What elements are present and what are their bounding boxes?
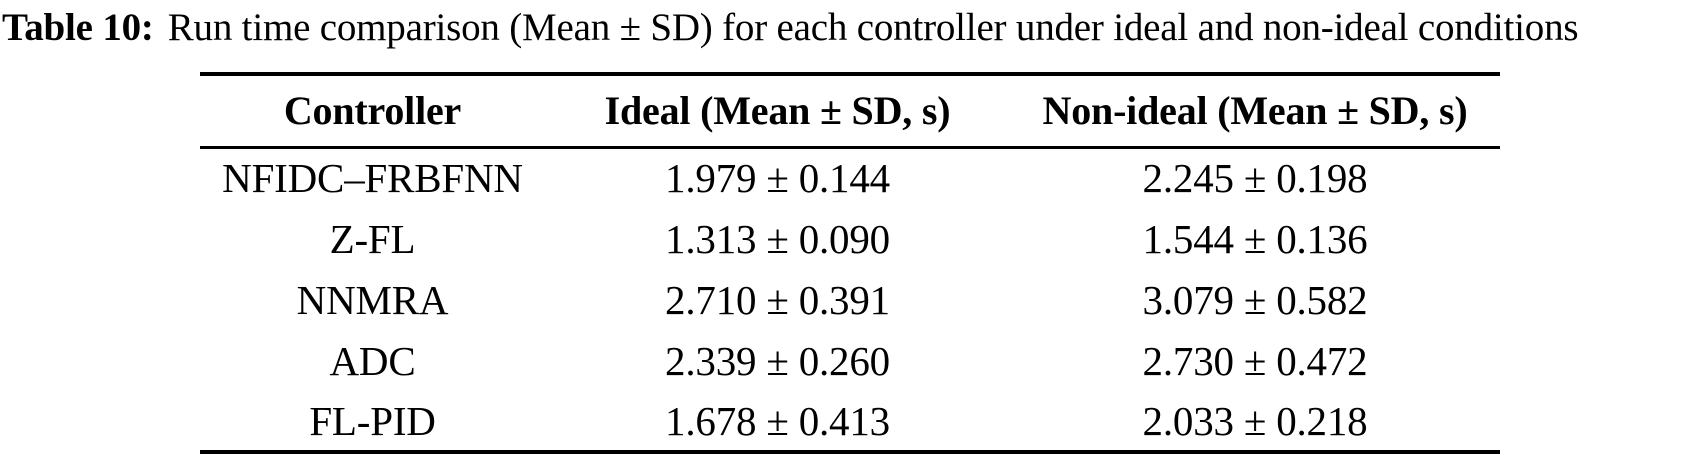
cell-ideal: 1.979 ± 0.144 (665, 155, 890, 202)
column-header-controller: Controller (283, 88, 462, 134)
table-header-row: Controller Ideal (Mean ± SD, s) Non-idea… (200, 74, 1500, 147)
cell-ideal: 1.313 ± 0.090 (665, 215, 890, 262)
cell-non-ideal: 2.245 ± 0.198 (1142, 155, 1368, 202)
table-caption: Table 10: Run time comparison (Mean ± SD)… (2, 5, 1702, 51)
cell-ideal: 1.678 ± 0.413 (665, 397, 890, 444)
runtime-comparison-table: Controller Ideal (Mean ± SD, s) Non-idea… (200, 72, 1500, 454)
column-header-non-ideal: Non-ideal (Mean ± SD, s) (1042, 88, 1468, 134)
cell-controller: NFIDC–FRBFNN (222, 155, 523, 202)
cell-ideal: 2.339 ± 0.260 (665, 337, 890, 384)
cell-non-ideal: 2.730 ± 0.472 (1142, 337, 1368, 384)
table-caption-text: Run time comparison (Mean ± SD) for each… (167, 6, 1579, 49)
table-row: NFIDC–FRBFNN 1.979 ± 0.144 2.245 ± 0.198 (200, 147, 1500, 208)
cell-non-ideal: 2.033 ± 0.218 (1142, 397, 1368, 444)
table-row: Z-FL 1.313 ± 0.090 1.544 ± 0.136 (200, 208, 1500, 269)
table-row: NNMRA 2.710 ± 0.391 3.079 ± 0.582 (200, 269, 1500, 330)
cell-ideal: 2.710 ± 0.391 (665, 276, 890, 323)
cell-controller: Z-FL (329, 215, 416, 262)
table-row: ADC 2.339 ± 0.260 2.730 ± 0.472 (200, 330, 1500, 391)
cell-controller: FL-PID (309, 397, 436, 444)
cell-non-ideal: 1.544 ± 0.136 (1142, 215, 1368, 262)
cell-controller: ADC (329, 337, 416, 384)
column-header-ideal: Ideal (Mean ± SD, s) (604, 88, 951, 134)
table-row: FL-PID 1.678 ± 0.413 2.033 ± 0.218 (200, 391, 1500, 452)
table-caption-label: Table 10: (2, 6, 154, 49)
cell-controller: NNMRA (296, 276, 449, 323)
cell-non-ideal: 3.079 ± 0.582 (1142, 276, 1368, 323)
